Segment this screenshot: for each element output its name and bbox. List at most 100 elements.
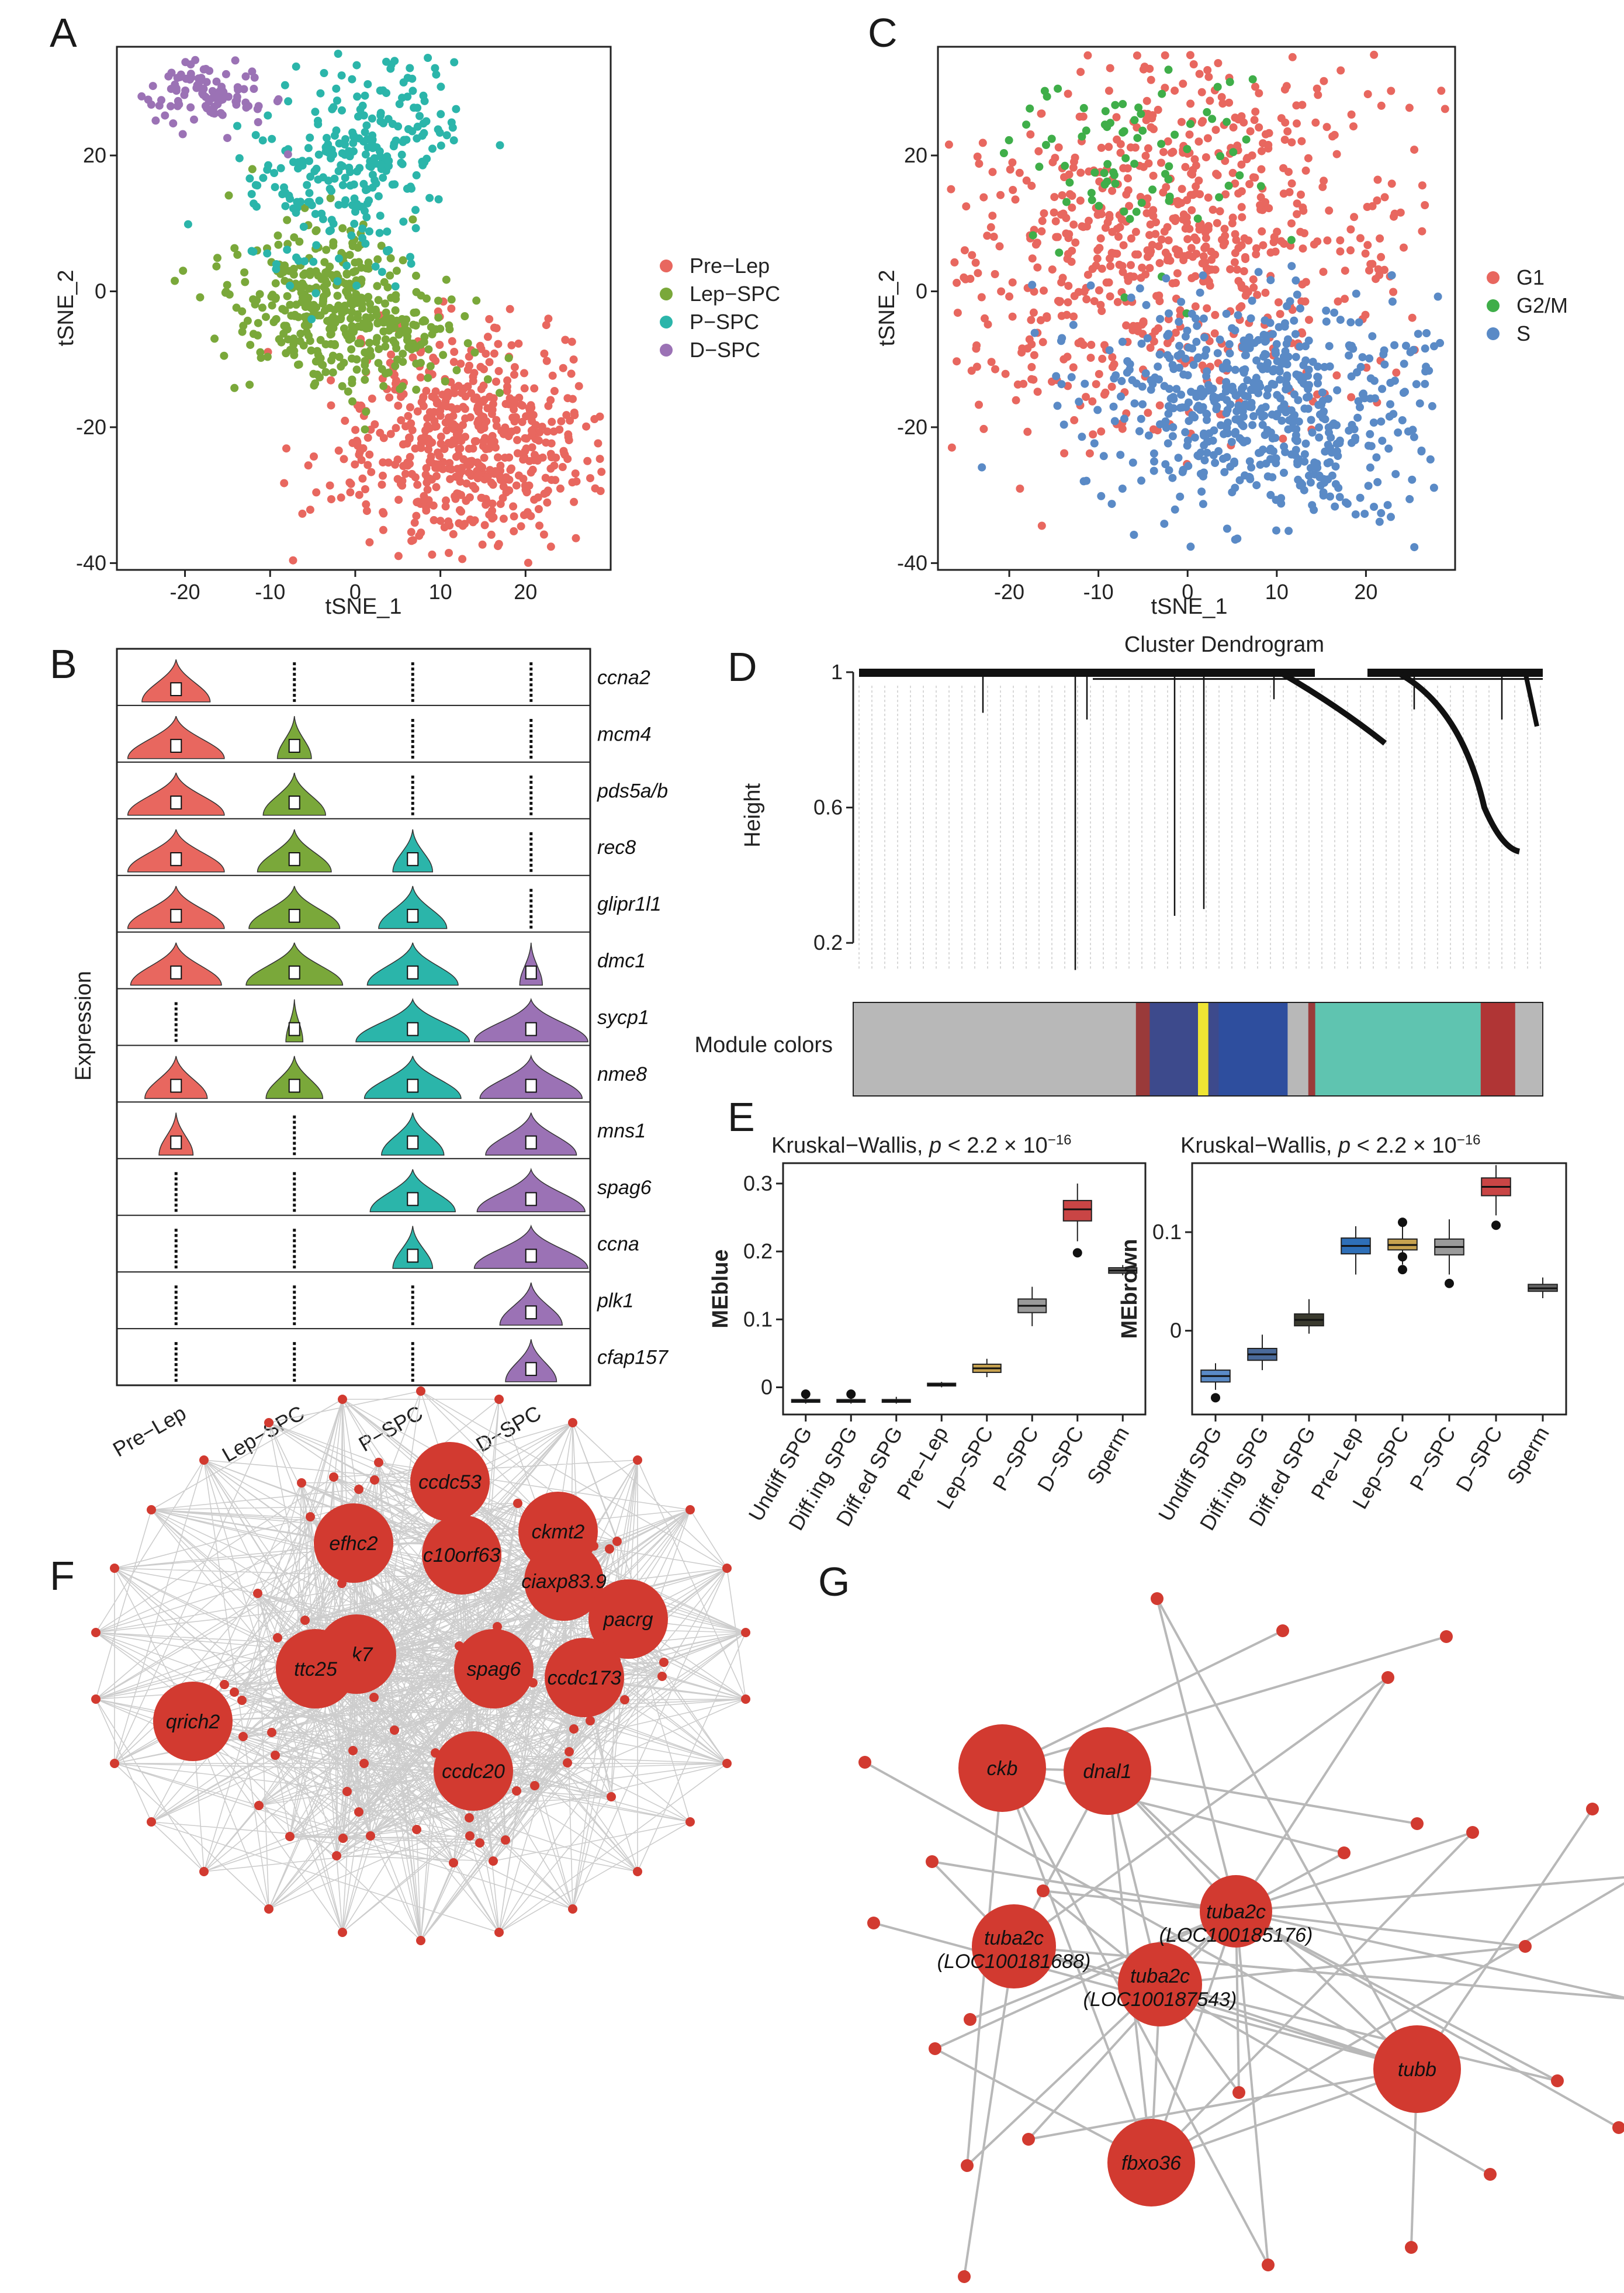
scatter-point (403, 184, 411, 193)
scatter-point (365, 538, 374, 547)
scatter-point (1343, 499, 1352, 508)
scatter-point (435, 341, 444, 349)
scatter-point (230, 244, 239, 253)
scatter-point (1150, 457, 1158, 466)
scatter-point (1331, 480, 1340, 489)
scatter-point (1090, 168, 1099, 177)
violin-box (288, 908, 300, 923)
network-node (1612, 2121, 1624, 2134)
scatter-point (1322, 317, 1331, 326)
scatter-point (1062, 198, 1071, 206)
violin-box (525, 1135, 537, 1150)
scatter-point (408, 353, 417, 362)
scatter-point (1177, 117, 1186, 126)
scatter-point (1346, 225, 1355, 234)
scatter-point (408, 127, 417, 136)
scatter-point (991, 365, 999, 373)
violin-box (407, 1135, 419, 1150)
scatter-point (989, 233, 998, 241)
scatter-point (381, 299, 389, 308)
scatter-point (1250, 116, 1259, 124)
scatter-point (1015, 168, 1024, 177)
scatter-point (950, 258, 959, 267)
scatter-point (978, 463, 986, 472)
scatter-point (359, 319, 368, 328)
scatter-point (1137, 414, 1145, 423)
scatter-point (1231, 326, 1239, 335)
scatter-point (274, 95, 283, 103)
scatter-point (298, 509, 307, 518)
network-node (659, 1658, 669, 1667)
network-node (369, 1693, 379, 1702)
scatter-point (510, 527, 518, 535)
scatter-point (1282, 340, 1291, 348)
scatter-point (447, 305, 456, 313)
scatter-point (1364, 482, 1373, 490)
scatter-point (319, 295, 327, 303)
scatter-point (1293, 437, 1301, 445)
dendro-branch (1523, 672, 1539, 727)
x-tick-label: 0 (1182, 580, 1193, 604)
scatter-point (1292, 425, 1301, 434)
scatter-point (1176, 492, 1185, 501)
network-node (253, 1589, 262, 1598)
scatter-point (1095, 286, 1103, 295)
network-node (254, 1801, 264, 1810)
scatter-point (233, 83, 242, 92)
scatter-point (1060, 173, 1068, 182)
scatter-point (1231, 428, 1240, 437)
violin-box (170, 965, 182, 980)
scatter-point (363, 80, 372, 89)
scatter-point (1130, 116, 1139, 124)
y-tick-label: -20 (897, 415, 927, 439)
scatter-point (419, 402, 428, 410)
gene-label: mns1 (597, 1120, 646, 1142)
scatter-point (181, 58, 190, 67)
network-node (633, 1455, 642, 1465)
scatter-point (1191, 272, 1200, 281)
hub-node (545, 1638, 624, 1717)
network-node (91, 1628, 101, 1637)
scatter-point (1157, 235, 1166, 244)
scatter-point (296, 337, 304, 345)
dendro-branch (1278, 669, 1387, 746)
scatter-point (1001, 369, 1010, 378)
scatter-point (1300, 486, 1308, 494)
scatter-point (307, 346, 316, 355)
panel-label-g: G (818, 1559, 850, 1604)
scatter-point (1097, 492, 1106, 500)
scatter-point (455, 471, 463, 480)
scatter-point (340, 200, 349, 209)
scatter-point (1320, 475, 1328, 483)
scatter-point (202, 65, 210, 73)
scatter-point (315, 196, 324, 205)
scatter-point (1130, 160, 1139, 168)
hub-node (958, 1724, 1046, 1812)
scatter-point (507, 341, 516, 350)
scatter-point (1203, 410, 1211, 419)
network-node (338, 1834, 348, 1843)
scatter-point (1284, 168, 1293, 177)
scatter-point (1207, 247, 1216, 256)
scatter-point (1256, 182, 1265, 191)
scatter-point (1142, 209, 1151, 217)
scatter-point (1162, 423, 1171, 432)
x-tick-label: 20 (1354, 580, 1377, 604)
legend-key (660, 260, 673, 272)
scatter-point (174, 102, 182, 110)
scatter-point (358, 300, 366, 309)
scatter-point (1277, 359, 1286, 368)
scatter-point (428, 550, 437, 559)
scatter-point (1033, 388, 1042, 396)
scatter-point (354, 339, 363, 348)
scatter-point (1322, 306, 1331, 315)
scatter-point (1332, 150, 1341, 158)
scatter-point (1200, 431, 1208, 440)
module-color-block (1287, 1002, 1309, 1096)
scatter-point (399, 358, 407, 366)
scatter-point (1293, 290, 1301, 299)
box-title-part: Kruskal−Wallis, (1180, 1133, 1338, 1158)
scatter-point (340, 358, 348, 367)
panel-c-frame (937, 46, 1456, 571)
scatter-point (1199, 314, 1208, 323)
